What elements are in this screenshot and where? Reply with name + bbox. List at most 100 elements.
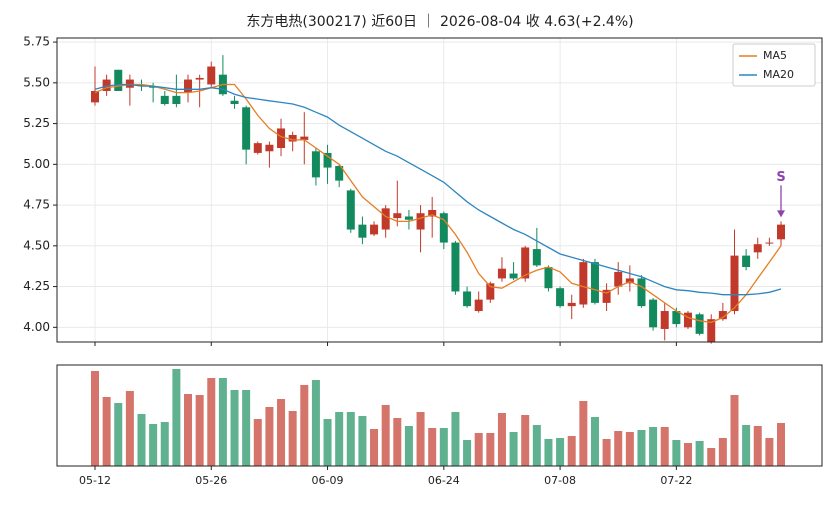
volume-bar (695, 441, 704, 466)
candle-body (370, 224, 379, 235)
candle-body (567, 302, 576, 307)
volume-bar (602, 439, 611, 466)
x-tick-label: 06-24 (428, 474, 460, 487)
candle-body (590, 262, 599, 303)
volume-bar (335, 412, 344, 466)
volume-bar (486, 433, 495, 466)
candle-body (509, 273, 518, 279)
volume-bar (521, 415, 530, 466)
candle-body (195, 77, 204, 80)
candle-body (683, 312, 692, 328)
legend-label: MA20 (763, 68, 794, 81)
volume-bar (230, 390, 239, 466)
volume-bar (195, 395, 204, 466)
legend-label: MA5 (763, 49, 787, 62)
volume-bar (567, 436, 576, 466)
y-tick-label: 5.50 (23, 75, 50, 89)
volume-bar (439, 428, 448, 466)
candle-body (451, 242, 460, 292)
volume-bar (91, 371, 99, 466)
candle-body (625, 278, 634, 284)
candle-body (311, 151, 320, 178)
volume-bar (358, 416, 367, 466)
volume-frame (56, 364, 823, 467)
volume-bar (649, 427, 658, 466)
candle-body (637, 278, 646, 307)
candle-body (707, 319, 716, 342)
candle-body (439, 213, 448, 243)
volume-bar (660, 427, 669, 466)
candle-body (649, 299, 658, 328)
volume-bar (149, 424, 158, 466)
volume-bar (718, 438, 727, 466)
volume-bar (544, 439, 553, 466)
candle-body (381, 208, 390, 230)
volume-bar (451, 412, 460, 466)
volume-bar (160, 422, 169, 466)
candle-body (207, 66, 216, 85)
candle-body (137, 84, 146, 87)
x-tick-label: 05-12 (79, 474, 111, 487)
volume-bar (509, 432, 518, 466)
candle-body (265, 144, 274, 152)
volume-bar (277, 399, 286, 466)
volume-bar (346, 412, 355, 466)
volume-bar (311, 380, 320, 466)
volume-bar (532, 425, 541, 466)
candle-body (277, 128, 286, 149)
volume-bar (742, 425, 751, 466)
candle-body (765, 242, 774, 244)
volume-bar (207, 378, 216, 466)
candle-body (532, 249, 541, 266)
y-tick-label: 4.25 (23, 279, 50, 293)
x-tick-label: 07-22 (660, 474, 692, 487)
candle-body (393, 213, 402, 219)
volume-bar (242, 390, 251, 466)
y-tick-label: 5.00 (23, 157, 50, 171)
x-tick-label: 07-08 (544, 474, 576, 487)
candle-body (125, 79, 134, 88)
volume-bar (474, 433, 483, 466)
volume-bar (265, 407, 274, 466)
volume-bar (497, 413, 506, 466)
volume-bar (114, 403, 123, 466)
volume-bar (463, 440, 472, 466)
volume-bar (102, 397, 111, 466)
candle-body (672, 311, 681, 325)
candle-body (497, 268, 506, 279)
candle-body (404, 216, 413, 220)
y-tick-label: 4.50 (23, 238, 50, 252)
volume-bar (381, 405, 390, 466)
volume-bar (404, 426, 413, 466)
plot-frame (56, 37, 823, 343)
ma-line (94, 83, 782, 296)
x-tick-label: 05-26 (195, 474, 227, 487)
candle-body (230, 100, 239, 105)
annotation: S (776, 170, 785, 185)
volume-bar (765, 438, 774, 466)
volume-bar (393, 418, 402, 466)
volume-bar (300, 385, 309, 466)
volume-bar (172, 369, 181, 466)
volume-bar (683, 443, 692, 466)
volume-bar (556, 438, 565, 466)
candle-body (579, 262, 588, 305)
y-tick-label: 5.75 (23, 35, 50, 49)
volume-bar (253, 419, 262, 466)
chart-title: 东方电热(300217) 近60日 ｜ 2026-08-04 收 4.63(+2… (246, 14, 633, 30)
candle-body (556, 288, 565, 307)
volume-bar (428, 428, 437, 466)
candle-body (184, 79, 193, 93)
candle-body (544, 267, 553, 289)
candle-body (753, 244, 762, 253)
candle-body (602, 289, 611, 303)
volume-bar (777, 423, 785, 466)
volume-bar (137, 414, 146, 466)
candle-body (346, 190, 355, 230)
volume-bar (637, 430, 646, 466)
candle-body (416, 213, 425, 230)
volume-bar (184, 394, 193, 466)
candle-body (474, 299, 483, 312)
volume-bar (672, 440, 681, 466)
candle-body (91, 90, 99, 103)
